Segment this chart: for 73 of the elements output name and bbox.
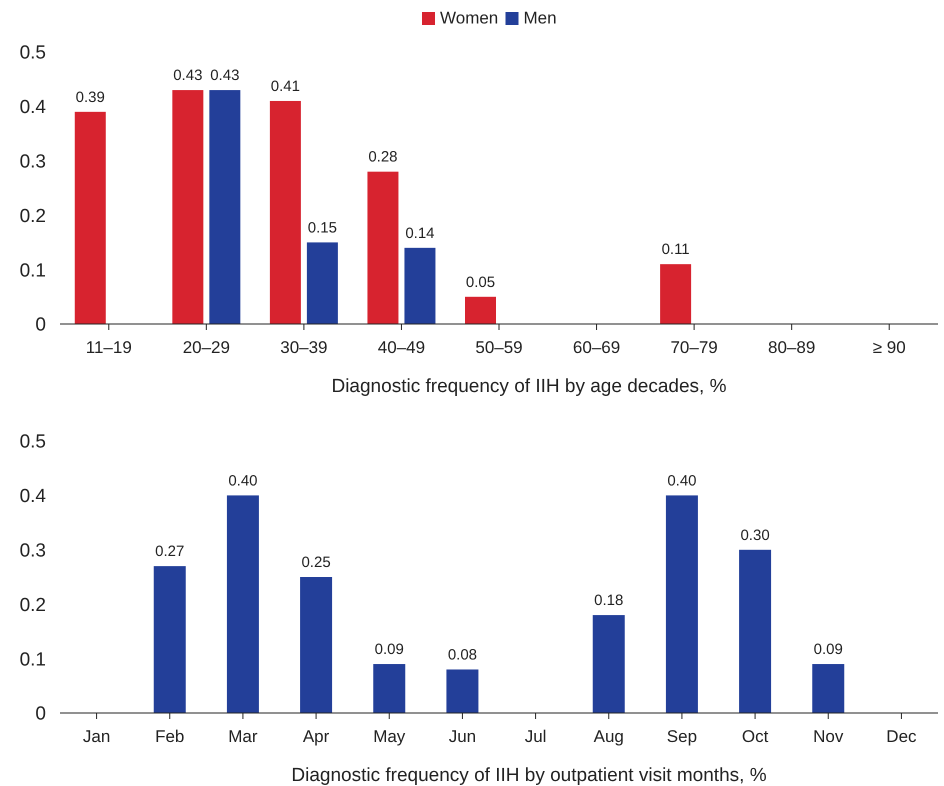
x-tick-label: Sep	[666, 727, 698, 746]
bar	[446, 669, 478, 713]
data-label: 0.05	[466, 274, 496, 291]
data-label: 0.09	[814, 641, 843, 658]
x-tick-label: 80–89	[768, 338, 816, 357]
bar	[300, 577, 332, 713]
data-label: 0.18	[594, 592, 624, 610]
y-tick-label: 0	[35, 704, 46, 725]
y-tick-label: 0.3	[20, 540, 46, 562]
x-tick-label: ≥ 90	[872, 338, 906, 357]
y-tick-label: 0.2	[20, 206, 46, 227]
data-label: 0.11	[662, 241, 690, 258]
x-tick-label: Apr	[302, 727, 330, 746]
data-label: 0.40	[667, 472, 697, 490]
y-tick-label: 0.2	[20, 594, 46, 616]
y-tick-label: 0.1	[20, 649, 46, 670]
bar	[660, 264, 692, 324]
bar	[74, 112, 106, 324]
data-label: 0.39	[76, 88, 105, 106]
bar	[373, 664, 406, 713]
x-tick-label: Feb	[155, 727, 184, 746]
data-label: 0.28	[368, 148, 398, 166]
x-tick-label: Mar	[228, 727, 258, 746]
data-label: 0.15	[308, 219, 337, 236]
bar	[592, 615, 625, 713]
data-label: 0.43	[210, 67, 240, 84]
data-label: 0.30	[740, 526, 770, 544]
x-tick-label: 60–69	[572, 338, 620, 357]
y-tick-label: 0.1	[20, 260, 46, 282]
bar	[209, 90, 240, 324]
data-label: 0.09	[374, 641, 404, 658]
data-label: 0.27	[155, 543, 184, 560]
x-axis-title: Diagnostic frequency of IIH by outpatient visit months, %	[291, 765, 767, 786]
data-label: 0.43	[173, 67, 202, 84]
legend-label: Women	[440, 8, 498, 28]
bar	[367, 172, 398, 324]
data-label: 0.14	[405, 224, 435, 242]
x-tick-label: Jul	[524, 727, 546, 746]
x-tick-label: May	[373, 727, 406, 746]
y-tick-label: 0.4	[20, 97, 46, 118]
data-label: 0.40	[228, 472, 258, 490]
x-tick-label: 30–39	[280, 338, 328, 357]
y-tick-label: 0.5	[20, 432, 46, 453]
bar	[465, 296, 496, 324]
x-tick-label: 11–19	[86, 338, 132, 357]
data-label: 0.08	[448, 646, 478, 664]
bar	[404, 248, 436, 324]
x-tick-label: Aug	[594, 727, 624, 746]
x-tick-label: Jun	[448, 727, 476, 746]
bar	[812, 664, 844, 713]
y-tick-label: 0	[35, 314, 46, 336]
bar	[306, 242, 338, 324]
x-tick-label: 50–59	[475, 338, 523, 357]
x-tick-label: Oct	[742, 727, 769, 746]
y-tick-label: 0.4	[20, 486, 46, 508]
x-axis-title: Diagnostic frequency of IIH by age decades, %	[331, 376, 727, 397]
bar	[666, 495, 698, 713]
x-tick-label: Dec	[886, 727, 918, 746]
x-tick-label: 70–79	[670, 338, 718, 357]
y-tick-label: 0.3	[20, 151, 46, 172]
legend-label: Men	[524, 8, 557, 28]
x-tick-label: 20–29	[182, 338, 230, 357]
data-label: 0.41	[270, 78, 300, 95]
x-tick-label: 40–49	[378, 338, 426, 357]
y-tick-label: 0.5	[20, 42, 46, 64]
data-label: 0.25	[301, 554, 331, 571]
x-tick-label: Jan	[82, 727, 110, 746]
x-tick-label: Nov	[813, 727, 844, 746]
bar	[172, 90, 204, 324]
bar	[270, 100, 301, 324]
bar	[226, 495, 259, 713]
bar	[739, 550, 772, 713]
bar	[154, 566, 186, 713]
